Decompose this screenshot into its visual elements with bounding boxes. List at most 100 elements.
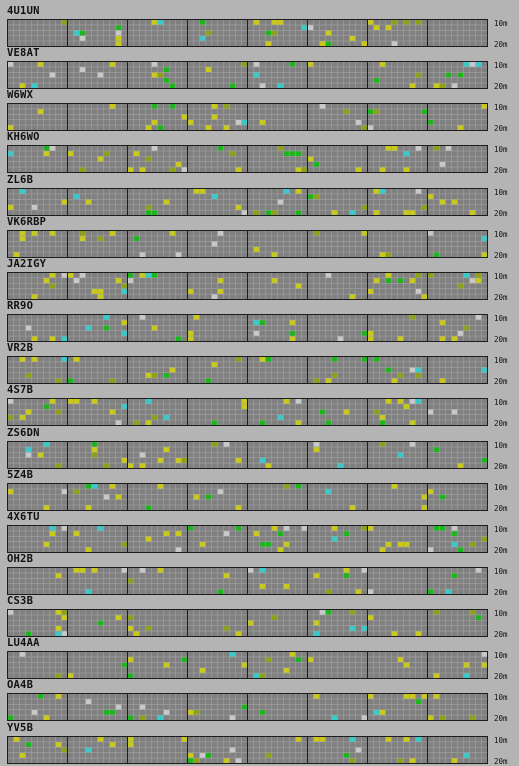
signal-cell xyxy=(439,336,446,342)
signal-cell xyxy=(169,367,176,373)
grid-dividers xyxy=(67,398,428,426)
signal-cell xyxy=(121,541,128,547)
signal-cell xyxy=(115,704,122,711)
signal-cell xyxy=(313,693,320,700)
signal-cell xyxy=(391,631,398,637)
signal-cell xyxy=(415,367,422,373)
signal-cell xyxy=(163,67,170,73)
signal-cell xyxy=(19,83,26,89)
signal-cell xyxy=(199,541,206,547)
signal-cell xyxy=(85,746,92,753)
station-callsign: VE8AT xyxy=(7,47,40,60)
signal-cell xyxy=(313,631,320,637)
signal-cell xyxy=(97,525,104,531)
signal-cell xyxy=(307,61,314,68)
signal-cell xyxy=(25,409,32,416)
signal-cell xyxy=(25,325,32,331)
station-callsign: OH2B xyxy=(7,552,34,565)
signal-cell xyxy=(415,398,422,405)
signal-cell xyxy=(133,151,140,157)
signal-cell xyxy=(469,609,476,615)
signal-cell xyxy=(43,504,50,511)
signal-cell xyxy=(151,119,158,126)
signal-cell xyxy=(115,420,122,426)
signal-cell xyxy=(43,441,50,447)
signal-cell xyxy=(13,736,20,742)
signal-cell xyxy=(181,736,188,742)
signal-cell xyxy=(79,67,86,73)
signal-cell xyxy=(451,525,458,531)
propagation-grid xyxy=(7,609,488,638)
signal-cell xyxy=(169,83,176,89)
propagation-grid xyxy=(7,61,488,90)
signal-cell xyxy=(61,356,68,363)
station-row: KH6WO 10m 20m xyxy=(0,130,519,175)
signal-cell xyxy=(139,462,146,468)
signal-cell xyxy=(421,504,428,511)
signal-cell xyxy=(31,356,38,363)
signal-cell xyxy=(397,657,404,663)
signal-cell xyxy=(235,525,242,531)
signal-cell xyxy=(277,546,284,553)
signal-cell xyxy=(481,103,488,110)
signal-cell xyxy=(295,398,302,405)
signal-cell xyxy=(37,109,44,115)
station-callsign: VR2B xyxy=(7,342,34,355)
signal-cell xyxy=(343,109,350,115)
signal-cell xyxy=(115,30,122,36)
signal-cell xyxy=(79,567,86,573)
signal-cell xyxy=(373,356,380,363)
signal-cell xyxy=(277,198,284,205)
signal-cell xyxy=(49,336,56,342)
signal-cell xyxy=(145,504,152,511)
signal-cell xyxy=(253,530,260,537)
signal-cell xyxy=(469,61,476,68)
signal-cell xyxy=(43,715,50,721)
signal-cell xyxy=(163,662,170,668)
signal-cell xyxy=(379,420,386,426)
band-label-10m: 10m xyxy=(494,651,508,661)
grid-border xyxy=(7,482,488,511)
signal-cell xyxy=(211,362,218,368)
signal-cell xyxy=(409,693,416,700)
signal-cell xyxy=(241,704,248,711)
signal-cell xyxy=(127,625,134,632)
signal-cell xyxy=(55,462,62,468)
signal-cell xyxy=(415,188,422,194)
propagation-grid xyxy=(7,356,488,385)
signal-cell xyxy=(307,156,314,163)
signal-cell xyxy=(439,162,446,168)
station-callsign: YV5B xyxy=(7,721,34,734)
signal-cell xyxy=(223,572,230,579)
signal-cell xyxy=(55,693,62,700)
signal-cell xyxy=(181,657,188,663)
signal-cell xyxy=(151,415,158,421)
signal-cell xyxy=(457,462,464,468)
band-label-10m: 10m xyxy=(494,609,508,619)
signal-cell xyxy=(295,167,302,173)
signal-cell xyxy=(295,283,302,289)
signal-cell xyxy=(7,488,14,494)
signal-cell xyxy=(313,446,320,452)
signal-cell xyxy=(331,372,338,379)
signal-cell xyxy=(457,283,464,289)
signal-cell xyxy=(409,367,416,373)
band-label-20m: 20m xyxy=(494,587,508,597)
signal-cell xyxy=(409,441,416,447)
signal-cell xyxy=(283,525,290,531)
signal-cell xyxy=(391,41,398,47)
grid-dividers xyxy=(67,567,428,595)
signal-cell xyxy=(145,420,152,426)
signal-cell xyxy=(91,288,98,294)
signal-cell xyxy=(127,741,134,747)
signal-cell xyxy=(253,330,260,337)
signal-cell xyxy=(391,483,398,489)
signal-cell xyxy=(283,583,290,590)
signal-cell xyxy=(235,356,242,363)
signal-cell xyxy=(331,536,338,542)
signal-cell xyxy=(115,41,122,47)
signal-cell xyxy=(49,145,56,152)
signal-cell xyxy=(139,715,146,721)
signal-cell xyxy=(277,530,284,537)
signal-cell xyxy=(367,614,374,621)
